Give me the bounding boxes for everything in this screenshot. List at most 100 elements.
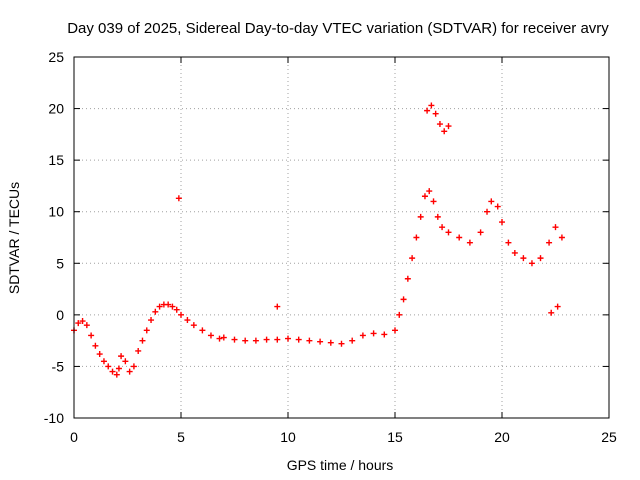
data-point (413, 234, 420, 241)
data-point (96, 351, 103, 358)
series-outliers (175, 102, 561, 316)
data-point (83, 322, 90, 329)
data-point (370, 330, 377, 337)
data-point (445, 229, 452, 236)
data-point (404, 275, 411, 282)
y-tick-label: 15 (48, 152, 64, 168)
data-point (242, 337, 249, 344)
data-points (71, 102, 565, 378)
data-point (143, 327, 150, 334)
series-afternoon-surge (392, 188, 565, 334)
data-point (148, 317, 155, 324)
data-point (436, 121, 443, 128)
data-point (231, 336, 238, 343)
data-point (118, 353, 125, 360)
data-point (430, 198, 437, 205)
data-point (88, 332, 95, 339)
axis-ticks: 0 5 10 15 20 25 -10 -5 0 5 10 15 20 25 (44, 49, 617, 445)
data-point (252, 337, 259, 344)
data-point (165, 301, 172, 308)
data-point (439, 224, 446, 231)
x-tick-label: 25 (601, 429, 617, 445)
data-point (424, 107, 431, 114)
data-point (494, 203, 501, 210)
chart-title: Day 039 of 2025, Sidereal Day-to-day VTE… (67, 20, 609, 37)
y-tick-label: 0 (56, 307, 64, 323)
series-morning-rise (135, 301, 223, 354)
data-point (139, 337, 146, 344)
data-point (338, 340, 345, 347)
data-point (113, 371, 120, 378)
data-point (421, 193, 428, 200)
data-point (477, 229, 484, 236)
data-point (417, 213, 424, 220)
data-point (349, 337, 356, 344)
data-point (220, 334, 227, 341)
data-point (392, 327, 398, 334)
plot-frame (73, 56, 610, 419)
data-point (396, 311, 403, 318)
data-point (199, 327, 206, 334)
data-point (409, 255, 416, 262)
y-axis-label: SDTVAR / TECUs (6, 182, 22, 294)
data-point (488, 198, 495, 205)
data-point (359, 332, 366, 339)
series-midday-flat (220, 330, 388, 347)
data-point (184, 317, 191, 324)
x-axis-label: GPS time / hours (287, 457, 394, 473)
data-point (169, 303, 176, 310)
data-point (317, 338, 324, 345)
data-point (426, 188, 433, 195)
data-point (306, 337, 313, 344)
data-point (175, 195, 182, 202)
x-tick-label: 20 (494, 429, 510, 445)
grid-lines (74, 57, 609, 418)
data-point (100, 358, 107, 365)
data-point (79, 318, 86, 325)
data-point (274, 336, 281, 343)
data-point (520, 255, 527, 262)
data-point (190, 322, 197, 329)
data-point (499, 219, 505, 226)
data-point (511, 249, 518, 256)
x-tick-label: 15 (387, 429, 403, 445)
data-point (445, 123, 452, 130)
data-point (122, 358, 129, 365)
data-point (285, 335, 291, 342)
data-point (434, 213, 441, 220)
data-point (552, 224, 559, 231)
data-point (432, 110, 439, 117)
data-point (216, 335, 223, 342)
data-point (263, 336, 270, 343)
data-point (505, 239, 512, 246)
data-point (130, 363, 137, 370)
x-tick-label: 5 (177, 429, 185, 445)
data-point (528, 260, 535, 267)
data-point (381, 331, 388, 338)
y-tick-label: 20 (48, 101, 64, 117)
y-tick-label: 5 (56, 255, 64, 271)
data-point (92, 342, 99, 349)
data-point (75, 320, 82, 327)
y-tick-label: -5 (52, 358, 65, 374)
series-night-dip (71, 318, 137, 378)
data-point (548, 309, 555, 316)
data-point (428, 102, 435, 109)
data-point (554, 303, 561, 310)
data-point (546, 239, 553, 246)
data-point (152, 308, 159, 315)
data-point (327, 339, 334, 346)
data-point (156, 303, 163, 310)
data-point (441, 128, 448, 135)
x-tick-label: 0 (70, 429, 78, 445)
data-point (295, 336, 302, 343)
data-point (178, 311, 184, 318)
data-point (126, 368, 133, 375)
y-tick-label: 10 (48, 204, 64, 220)
data-point (173, 306, 180, 313)
data-point (466, 239, 473, 246)
data-point (537, 255, 544, 262)
data-point (207, 332, 214, 339)
data-point (109, 368, 116, 375)
